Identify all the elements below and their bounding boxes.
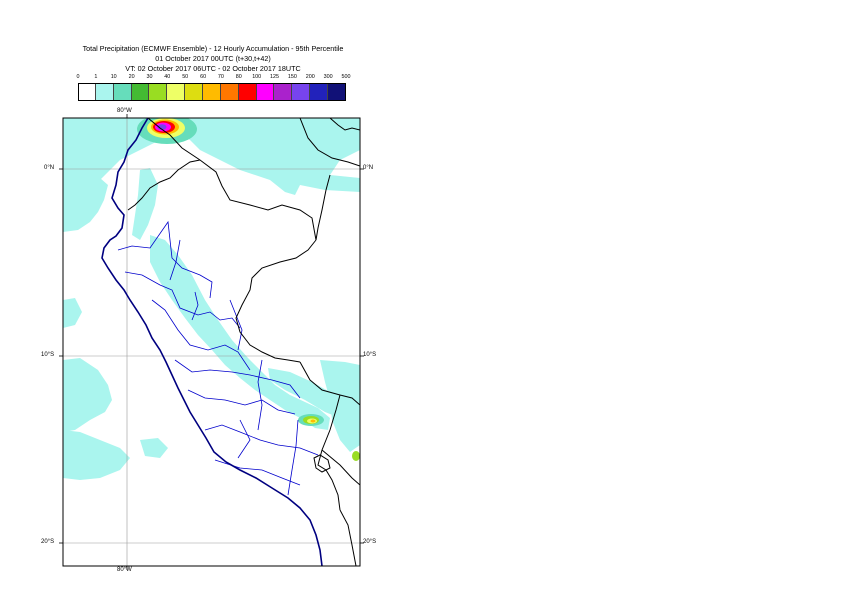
lat-label-right-0: 0°N xyxy=(363,165,374,171)
precip-area-ocean-south xyxy=(63,430,130,480)
legend-label-300: 300 xyxy=(323,74,333,80)
country-borders xyxy=(127,118,360,566)
legend-swatch-12 xyxy=(292,83,311,101)
border-peru-brazil-east xyxy=(299,361,360,406)
legend-label-70: 70 xyxy=(217,74,224,80)
legend-swatch-2 xyxy=(113,83,132,101)
precip-area-andes-south xyxy=(268,368,340,418)
lat-label-left-10s: 10°S xyxy=(41,352,55,358)
legend-swatch-13 xyxy=(310,83,329,101)
coastline xyxy=(101,118,323,566)
legend-swatch-1 xyxy=(95,83,114,101)
border-colombia-venezuela xyxy=(299,118,360,167)
legend-swatch-7 xyxy=(203,83,221,101)
precip-area-andes-north xyxy=(132,168,158,240)
precip-area-amazon-east xyxy=(320,360,360,452)
legend-label-100: 100 xyxy=(252,74,262,80)
chart-title-line-1: Total Precipitation (ECMWF Ensemble) - 1… xyxy=(82,44,344,53)
legend-swatch-11 xyxy=(274,83,293,101)
legend-label-0: 0 xyxy=(76,74,80,80)
precipitation-light-areas xyxy=(63,118,360,480)
legend-label-1: 1 xyxy=(94,74,98,80)
legend-label-40: 40 xyxy=(164,74,171,80)
precip-area-andes-central xyxy=(150,235,330,430)
graticule xyxy=(63,118,360,566)
legend-color-bar xyxy=(78,83,346,101)
lat-label-right-20s: 20°S xyxy=(363,539,377,545)
chart-title-line-2: 01 October 2017 00UTC (t+30,t+42) xyxy=(155,54,271,63)
border-bolivia-east xyxy=(321,449,360,486)
legend-label-60: 60 xyxy=(200,74,207,80)
legend-label-20: 20 xyxy=(128,74,135,80)
legend-swatch-8 xyxy=(220,83,239,101)
region-boundaries xyxy=(117,220,319,496)
lat-label-left-0: 0°N xyxy=(44,165,55,171)
border-peru-brazil-colombia xyxy=(235,239,317,363)
northern-coast xyxy=(329,118,360,131)
precip-area-small-cell xyxy=(140,438,168,458)
lon-label-bottom: 80°W xyxy=(117,567,132,573)
precip-area-ocean-southwest xyxy=(63,358,112,432)
border-brazil-north xyxy=(315,174,331,241)
map-content xyxy=(63,118,360,566)
precip-area-ocean-mid xyxy=(63,298,82,328)
lat-label-right-10s: 10°S xyxy=(363,352,377,358)
axis-ticks xyxy=(59,114,364,570)
lon-label-top: 80°W xyxy=(117,108,132,114)
legend-swatch-5 xyxy=(167,83,186,101)
precipitation-heavy-cells xyxy=(137,118,360,461)
legend-swatch-6 xyxy=(185,83,204,101)
legend-label-200: 200 xyxy=(305,74,315,80)
legend-label-30: 30 xyxy=(146,74,153,80)
map-frame xyxy=(62,117,361,567)
chart-title-line-3: VT: 02 October 2017 06UTC - 02 October 2… xyxy=(125,64,301,73)
border-ecuador-colombia xyxy=(147,118,317,241)
lat-label-left-20s: 20°S xyxy=(41,539,55,545)
lake-titicaca xyxy=(313,454,331,473)
legend-swatch-10 xyxy=(256,83,275,101)
precip-area-northwest-ocean xyxy=(63,178,108,232)
legend-label-125: 125 xyxy=(270,74,279,80)
legend-swatch-0 xyxy=(78,83,96,101)
border-peru-chile xyxy=(339,509,357,566)
legend-labels: 0 1 10 20 30 40 50 60 70 80 100 125 150 … xyxy=(0,74,842,84)
legend-label-500: 500 xyxy=(341,74,351,80)
legend-label-150: 150 xyxy=(287,74,297,80)
legend-label-50: 50 xyxy=(182,74,189,80)
legend-label-10: 10 xyxy=(110,74,117,80)
legend-label-80: 80 xyxy=(235,74,242,80)
precip-cell-south-orange xyxy=(310,419,316,423)
legend-frame xyxy=(78,83,346,101)
legend-swatch-9 xyxy=(238,83,257,101)
border-peru-bolivia xyxy=(317,394,341,511)
border-ecuador-peru xyxy=(127,159,201,211)
precip-cell-east xyxy=(352,451,360,461)
precip-area-north xyxy=(63,118,360,205)
legend-swatch-4 xyxy=(149,83,168,101)
legend-swatch-3 xyxy=(131,83,150,101)
